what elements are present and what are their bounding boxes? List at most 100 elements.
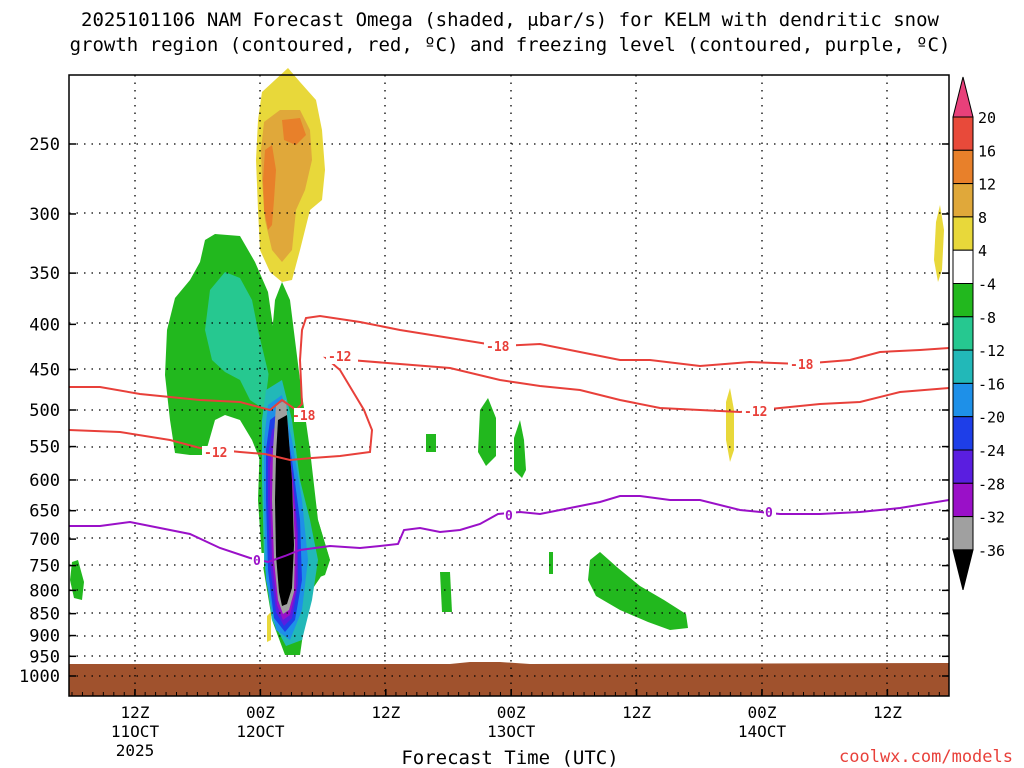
contour-freezing-level bbox=[69, 495, 950, 564]
chart-title-line2: growth region (contoured, red, ºC) and f… bbox=[70, 34, 951, 56]
label-bg bbox=[326, 350, 358, 364]
site-credit: coolwx.com/models bbox=[839, 747, 1013, 767]
colorbar-label: -4 bbox=[978, 276, 996, 294]
omega-region-gold bbox=[261, 110, 312, 262]
label-bg bbox=[252, 553, 264, 567]
colorbar: 20 16 12 8 4 -4 -8 -12 -16 -20 -24 -28 -32 -36 bbox=[952, 76, 1005, 591]
colorbar-label: 20 bbox=[978, 109, 996, 127]
colorbar-swatch bbox=[952, 316, 974, 351]
omega-cell bbox=[549, 552, 553, 574]
colorbar-swatch bbox=[952, 116, 974, 151]
y-tick-label: 700 bbox=[29, 530, 60, 550]
colorbar-label: -24 bbox=[978, 442, 1005, 460]
y-tick-label: 400 bbox=[29, 315, 60, 335]
x-tick-label: 00Z bbox=[748, 703, 777, 722]
grid-lines bbox=[69, 75, 949, 696]
colorbar-swatch bbox=[952, 283, 974, 318]
y-tick-label: 950 bbox=[29, 647, 60, 667]
contour-label-freezing: 0 bbox=[253, 554, 261, 569]
plot-frame bbox=[68, 74, 950, 697]
omega-region-orange-2 bbox=[282, 118, 306, 145]
contour-label-minus18: -18 bbox=[790, 358, 814, 373]
x-tick-label: 00Z bbox=[497, 703, 526, 722]
omega-region-orange bbox=[263, 145, 276, 230]
label-bg bbox=[742, 405, 774, 419]
colorbar-label: -12 bbox=[978, 342, 1005, 360]
contour-label-minus12: -12 bbox=[204, 446, 227, 461]
label-bg bbox=[294, 408, 318, 422]
y-tick-label: 850 bbox=[29, 605, 60, 625]
x-tick-label: 12Z bbox=[873, 703, 902, 722]
y-tick-label: 750 bbox=[29, 557, 60, 577]
y-tick-label: 550 bbox=[29, 438, 60, 458]
colorbar-label: 8 bbox=[978, 209, 987, 227]
omega-cell bbox=[440, 572, 452, 612]
colorbar-swatch bbox=[952, 249, 974, 284]
y-tick-label: 300 bbox=[29, 205, 60, 225]
contour-labels: -18 -18 -18 -12 -12 -12 0 0 0 bbox=[202, 340, 820, 569]
colorbar-swatch bbox=[952, 516, 974, 551]
colorbar-swatch bbox=[952, 449, 974, 484]
colorbar-label: -36 bbox=[978, 542, 1005, 560]
chart-title-line1: 2025101106 NAM Forecast Omega (shaded, μ… bbox=[81, 9, 939, 31]
y-tick-label: 600 bbox=[29, 471, 60, 491]
y-tick-label: 500 bbox=[29, 401, 60, 421]
omega-cell bbox=[726, 388, 734, 462]
y-tick-label: 450 bbox=[29, 361, 60, 381]
contour-label-freezing: 0 bbox=[765, 506, 773, 521]
colorbar-label: 4 bbox=[978, 242, 987, 260]
colorbar-label: 16 bbox=[978, 142, 996, 160]
omega-cell bbox=[478, 398, 496, 466]
contour-label-minus18: -18 bbox=[292, 409, 316, 424]
omega-cell bbox=[588, 552, 688, 630]
colorbar-cap-top bbox=[952, 76, 974, 118]
x-tick-date: 11OCT bbox=[111, 722, 160, 741]
colorbar-label: -8 bbox=[978, 309, 996, 327]
x-tick-label: 12Z bbox=[622, 703, 651, 722]
ground-surface bbox=[69, 662, 949, 696]
omega-cell bbox=[514, 420, 526, 478]
omega-positive-shading bbox=[256, 68, 944, 642]
y-tick-label: 800 bbox=[29, 581, 60, 601]
y-axis: 2503003504004505005506006507007508008509… bbox=[19, 135, 949, 687]
omega-cell bbox=[426, 434, 436, 452]
colorbar-label: -20 bbox=[978, 409, 1005, 427]
colorbar-swatch bbox=[952, 416, 974, 451]
label-bg bbox=[202, 446, 234, 460]
colorbar-label: -28 bbox=[978, 475, 1005, 493]
colorbar-swatch bbox=[952, 349, 974, 384]
contour-label-minus18: -18 bbox=[486, 340, 510, 355]
label-bg bbox=[764, 506, 776, 520]
omega-negative-shading bbox=[70, 234, 688, 655]
x-tick-label: 12Z bbox=[121, 703, 150, 722]
x-tick-date: 14OCT bbox=[738, 722, 787, 741]
colorbar-swatch bbox=[952, 482, 974, 518]
y-tick-label: 350 bbox=[29, 264, 60, 284]
colorbar-swatch bbox=[952, 183, 974, 218]
colorbar-cap-bottom bbox=[952, 549, 974, 591]
x-tick-date: 12OCT bbox=[236, 722, 285, 741]
x-tick-label: 00Z bbox=[246, 703, 275, 722]
label-bg bbox=[484, 340, 516, 354]
plot-area: -18 -18 -18 -12 -12 -12 0 0 0 bbox=[68, 68, 950, 697]
contour-label-minus12: -12 bbox=[744, 405, 767, 420]
omega-region-teal bbox=[205, 272, 275, 410]
colorbar-swatch bbox=[952, 216, 974, 251]
colorbar-label: 12 bbox=[978, 176, 996, 194]
colorbar-swatch bbox=[952, 149, 974, 185]
y-tick-label: 650 bbox=[29, 502, 60, 522]
colorbar-label: -32 bbox=[978, 509, 1005, 527]
colorbar-label: -16 bbox=[978, 375, 1005, 393]
x-tick-label: 12Z bbox=[371, 703, 400, 722]
x-tick-date: 13OCT bbox=[487, 722, 536, 741]
label-bg bbox=[504, 508, 516, 522]
label-bg bbox=[788, 358, 820, 372]
x-axis-label: Forecast Time (UTC) bbox=[401, 747, 618, 768]
y-tick-label: 900 bbox=[29, 627, 60, 647]
contour-label-minus12: -12 bbox=[328, 350, 351, 365]
contour-label-freezing: 0 bbox=[505, 509, 513, 524]
x-tick-year: 2025 bbox=[116, 741, 155, 760]
colorbar-swatch bbox=[952, 382, 974, 418]
